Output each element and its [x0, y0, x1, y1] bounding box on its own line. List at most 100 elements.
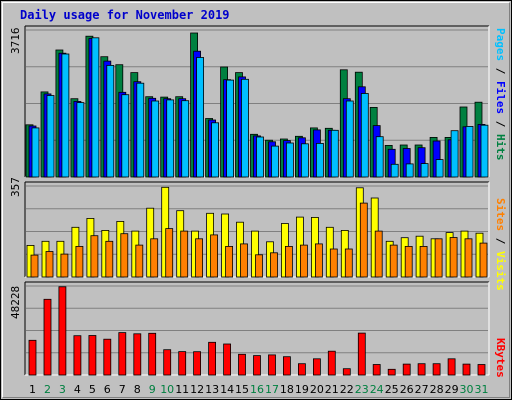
- bar-sites-26: [404, 245, 413, 278]
- bar-visits-16: [251, 230, 259, 278]
- bar-kbytes-21: [327, 350, 336, 376]
- x-tick-label-11: 11: [175, 383, 189, 396]
- x-tick-label-4: 4: [74, 383, 81, 396]
- bar-sites-3: [60, 253, 69, 278]
- bar-pages-30: [465, 126, 474, 178]
- bar-sites-17: [270, 252, 278, 278]
- bar-pages-25: [390, 163, 399, 178]
- bar-sites-7: [120, 233, 129, 278]
- bar-kbytes-1: [28, 339, 37, 376]
- x-tick-label-13: 13: [205, 383, 219, 396]
- bar-pages-7: [121, 94, 130, 178]
- x-tick-label-1: 1: [29, 383, 36, 396]
- bar-pages-19: [300, 143, 309, 178]
- bar-pages-12: [196, 57, 205, 178]
- x-tick-label-18: 18: [280, 383, 294, 396]
- chart-title: Daily usage for November 2019: [20, 8, 230, 22]
- bar-pages-3: [61, 53, 70, 178]
- bar-visits-14: [221, 213, 230, 278]
- bar-kbytes-26: [402, 363, 411, 376]
- bar-kbytes-7: [118, 332, 127, 376]
- bar-kbytes-11: [178, 351, 187, 376]
- bar-pages-2: [46, 95, 55, 178]
- x-tick-label-12: 12: [190, 383, 204, 396]
- bar-pages-26: [405, 163, 414, 178]
- bar-pages-22: [345, 100, 354, 178]
- bar-sites-28: [434, 238, 443, 278]
- bar-sites-14: [225, 245, 234, 278]
- bar-sites-22: [344, 248, 353, 278]
- bar-kbytes-12: [193, 351, 202, 376]
- x-tick-label-29: 29: [445, 383, 459, 396]
- bar-pages-9: [151, 100, 160, 178]
- bar-sites-12: [195, 238, 204, 278]
- x-tick-label-2: 2: [44, 383, 51, 396]
- bar-kbytes-28: [432, 363, 441, 376]
- bar-pages-21: [330, 129, 339, 178]
- x-tick-label-22: 22: [340, 383, 354, 396]
- bar-kbytes-8: [133, 333, 142, 376]
- bar-pages-6: [106, 65, 115, 178]
- bar-kbytes-3: [58, 286, 67, 376]
- bar-sites-8: [135, 244, 144, 278]
- bar-kbytes-27: [417, 363, 426, 376]
- bar-pages-24: [375, 136, 384, 178]
- bar-kbytes-31: [477, 364, 486, 376]
- bar-sites-21: [329, 248, 338, 278]
- bar-sites-2: [45, 251, 54, 278]
- bar-pages-5: [91, 37, 100, 178]
- bar-kbytes-30: [462, 363, 471, 376]
- bar-sites-29: [449, 237, 458, 278]
- x-tick-label-17: 17: [265, 383, 279, 396]
- bar-sites-10: [165, 228, 174, 278]
- bar-sites-9: [150, 238, 159, 278]
- x-tick-label-21: 21: [325, 383, 339, 396]
- bar-pages-11: [181, 100, 190, 178]
- x-tick-label-19: 19: [295, 383, 309, 396]
- x-tick-label-20: 20: [310, 383, 324, 396]
- bar-sites-6: [105, 240, 114, 278]
- bar-pages-27: [420, 163, 429, 178]
- bar-pages-18: [285, 142, 294, 178]
- x-tick-label-27: 27: [415, 383, 429, 396]
- x-tick-label-10: 10: [160, 383, 174, 396]
- x-tick-label-25: 25: [385, 383, 399, 396]
- bar-pages-1: [31, 127, 40, 178]
- bar-kbytes-16: [253, 355, 261, 376]
- x-tick-label-23: 23: [355, 383, 369, 396]
- bar-sites-31: [479, 242, 488, 278]
- x-tick-label-14: 14: [220, 383, 234, 396]
- bar-pages-31: [480, 124, 489, 178]
- x-tick-label-28: 28: [430, 383, 444, 396]
- bar-kbytes-15: [238, 353, 246, 376]
- bar-kbytes-20: [312, 358, 321, 376]
- bar-sites-4: [75, 245, 84, 278]
- bar-pages-16: [256, 136, 264, 178]
- bar-sites-1: [30, 254, 39, 278]
- bar-kbytes-4: [73, 335, 82, 376]
- bar-sites-24: [374, 230, 383, 278]
- bar-kbytes-13: [208, 341, 217, 376]
- x-tick-label-30: 30: [460, 383, 474, 396]
- bar-pages-13: [211, 122, 220, 178]
- bar-sites-15: [240, 243, 248, 278]
- bar-kbytes-17: [268, 354, 276, 376]
- bar-kbytes-25: [387, 368, 396, 376]
- bar-sites-20: [314, 243, 323, 278]
- bar-kbytes-23: [357, 332, 366, 376]
- x-tick-label-16: 16: [250, 383, 264, 396]
- bar-pages-23: [360, 93, 369, 178]
- bar-kbytes-24: [372, 364, 381, 376]
- bar-pages-29: [450, 130, 459, 178]
- bar-kbytes-2: [43, 298, 52, 376]
- bar-sites-30: [464, 238, 473, 278]
- bar-kbytes-29: [447, 358, 456, 376]
- x-tick-label-31: 31: [475, 383, 489, 396]
- bar-kbytes-19: [297, 363, 306, 376]
- bar-kbytes-10: [163, 349, 172, 376]
- bar-sites-16: [255, 254, 263, 278]
- bar-pages-20: [315, 142, 324, 178]
- bar-pages-14: [226, 79, 235, 178]
